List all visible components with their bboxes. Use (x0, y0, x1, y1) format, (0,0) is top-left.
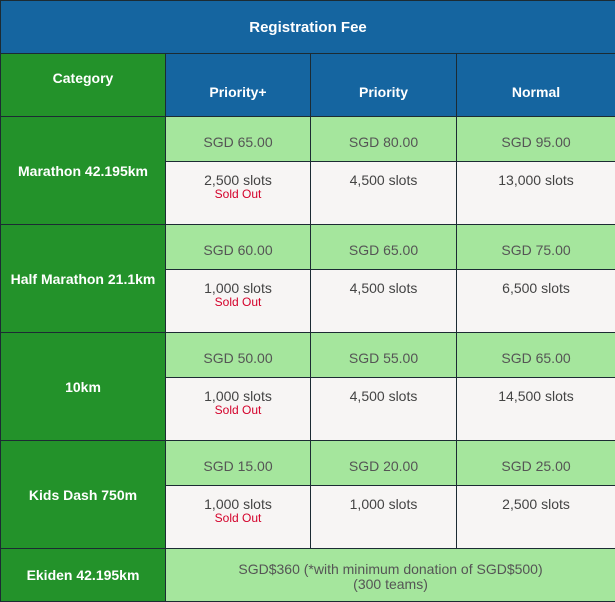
slots-cell: 1,000 slots (311, 486, 457, 549)
price-cell: SGD 20.00 (311, 441, 457, 486)
slots-count: 14,500 slots (498, 388, 574, 404)
slots-count: 1,000 slots (204, 388, 272, 404)
slots-cell: 6,500 slots (457, 270, 615, 333)
category-cell: Kids Dash 750m (1, 441, 166, 549)
sold-out-label: Sold Out (166, 296, 310, 309)
slots-count: 1,000 slots (350, 496, 418, 512)
slots-cell: 13,000 slots (457, 162, 615, 225)
price-cell: SGD 55.00 (311, 333, 457, 378)
category-cell: Marathon 42.195km (1, 117, 166, 225)
price-cell: SGD 65.00 (311, 225, 457, 270)
category-cell: Ekiden 42.195km (1, 549, 166, 602)
slots-count: 2,500 slots (502, 496, 570, 512)
category-cell: Half Marathon 21.1km (1, 225, 166, 333)
ekiden-fee: SGD$360 (*with minimum donation of SGD$5… (238, 561, 542, 577)
price-cell: SGD 50.00 (166, 333, 311, 378)
slots-count: 6,500 slots (502, 280, 570, 296)
slots-count: 1,000 slots (204, 496, 272, 512)
table-title: Registration Fee (1, 1, 615, 54)
slots-cell: 4,500 slots (311, 378, 457, 441)
price-cell: SGD 25.00 (457, 441, 615, 486)
price-cell: SGD 75.00 (457, 225, 615, 270)
sold-out-label: Sold Out (166, 512, 310, 525)
slots-count: 4,500 slots (350, 388, 418, 404)
price-cell: SGD 60.00 (166, 225, 311, 270)
price-cell: SGD 95.00 (457, 117, 615, 162)
price-cell: SGD 80.00 (311, 117, 457, 162)
category-cell: 10km (1, 333, 166, 441)
sold-out-label: Sold Out (166, 404, 310, 417)
slots-count: 1,000 slots (204, 280, 272, 296)
ekiden-fee-cell: SGD$360 (*with minimum donation of SGD$5… (166, 549, 615, 602)
ekiden-teams: (300 teams) (353, 576, 428, 592)
slots-cell: 4,500 slots (311, 270, 457, 333)
header-priority-plus: Priority+ (166, 54, 311, 117)
header-priority: Priority (311, 54, 457, 117)
sold-out-label: Sold Out (166, 188, 310, 201)
slots-count: 13,000 slots (498, 172, 574, 188)
price-cell: SGD 65.00 (457, 333, 615, 378)
price-cell: SGD 65.00 (166, 117, 311, 162)
ekiden-row: Ekiden 42.195km SGD$360 (*with minimum d… (1, 549, 615, 602)
slots-cell: 14,500 slots (457, 378, 615, 441)
slots-count: 4,500 slots (350, 172, 418, 188)
price-cell: SGD 15.00 (166, 441, 311, 486)
header-normal: Normal (457, 54, 615, 117)
slots-count: 2,500 slots (204, 172, 272, 188)
slots-count: 4,500 slots (350, 280, 418, 296)
slots-cell: 4,500 slots (311, 162, 457, 225)
slots-cell: 2,500 slots (457, 486, 615, 549)
header-category: Category (1, 54, 166, 117)
